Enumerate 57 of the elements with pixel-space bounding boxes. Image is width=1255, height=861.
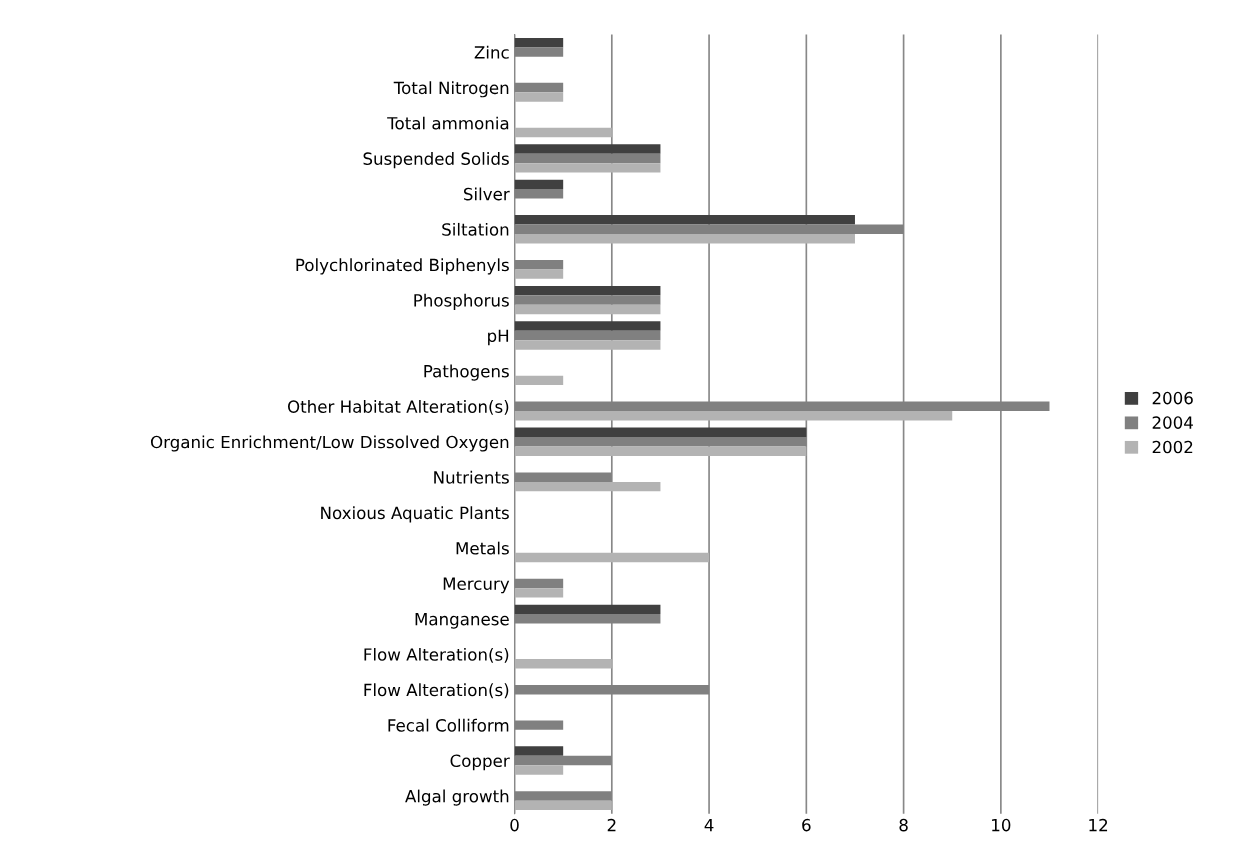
y-tick-label: Flow Alteration(s) (364, 647, 509, 663)
y-tick-label: Flow Alteration(s) (364, 683, 509, 699)
bar (514, 658, 612, 669)
y-tick-label: Nutrients (434, 470, 509, 484)
bar (514, 144, 661, 154)
y-tick-label: Mercury (443, 577, 510, 594)
bar (514, 92, 564, 102)
y-tick-label: Noxious Aquatic Plants (321, 506, 509, 523)
y-tick-label: Suspended Solids (363, 152, 509, 169)
bar (514, 233, 855, 244)
legend-label: 2002 (1152, 440, 1193, 454)
y-tick-label: Total ammonia (387, 116, 509, 130)
bar (514, 800, 612, 811)
bar (514, 427, 807, 438)
x-tick-label: 2 (607, 818, 616, 832)
y-tick-label: Zinc (474, 45, 509, 59)
bar (514, 746, 564, 756)
y-tick-label: Metals (456, 541, 509, 555)
legend-label: 2004 (1152, 416, 1193, 429)
y-tick-label: Other Habitat Alteration(s) (287, 400, 509, 415)
x-tick-label: 10 (992, 818, 1011, 832)
bar (514, 127, 612, 138)
bar (514, 481, 661, 492)
y-tick-label: Pathogens (424, 364, 509, 381)
x-tick-label: 12 (1089, 818, 1108, 832)
y-tick-label: pH (488, 329, 509, 346)
bar (514, 215, 855, 225)
legend-label: 2006 (1152, 391, 1193, 405)
y-tick-label: Algal growth (405, 789, 509, 806)
y-tick-label: Fecal Colliform (388, 718, 509, 732)
bar (514, 765, 564, 775)
y-tick-label: Phosphorus (414, 293, 509, 310)
bar (514, 163, 661, 173)
y-tick-label: Organic Enrichment/Low Dissolved Oxygen (150, 435, 509, 452)
bar (514, 552, 710, 563)
bar (514, 321, 661, 331)
bar (514, 285, 661, 296)
y-tick-label: Total Nitrogen (393, 81, 509, 98)
x-tick-label: 8 (899, 818, 908, 832)
bar (514, 179, 564, 190)
y-tick-label: Polychlorinated Biphenyls (296, 258, 509, 275)
bar (514, 304, 661, 315)
x-tick-label: 6 (802, 818, 811, 832)
x-tick-label: 4 (704, 819, 714, 832)
x-tick-label: 0 (510, 818, 519, 832)
bar (514, 604, 661, 615)
bar (514, 340, 661, 350)
y-tick-label: Copper (450, 754, 510, 771)
bar (514, 446, 807, 456)
y-tick-label: Manganese (415, 613, 509, 629)
bar (514, 37, 564, 48)
bar (514, 269, 564, 279)
bar (514, 375, 564, 386)
bar (514, 588, 564, 598)
y-tick-label: Siltation (442, 222, 509, 236)
bar (514, 411, 953, 421)
y-tick-label: Silver (463, 187, 510, 201)
